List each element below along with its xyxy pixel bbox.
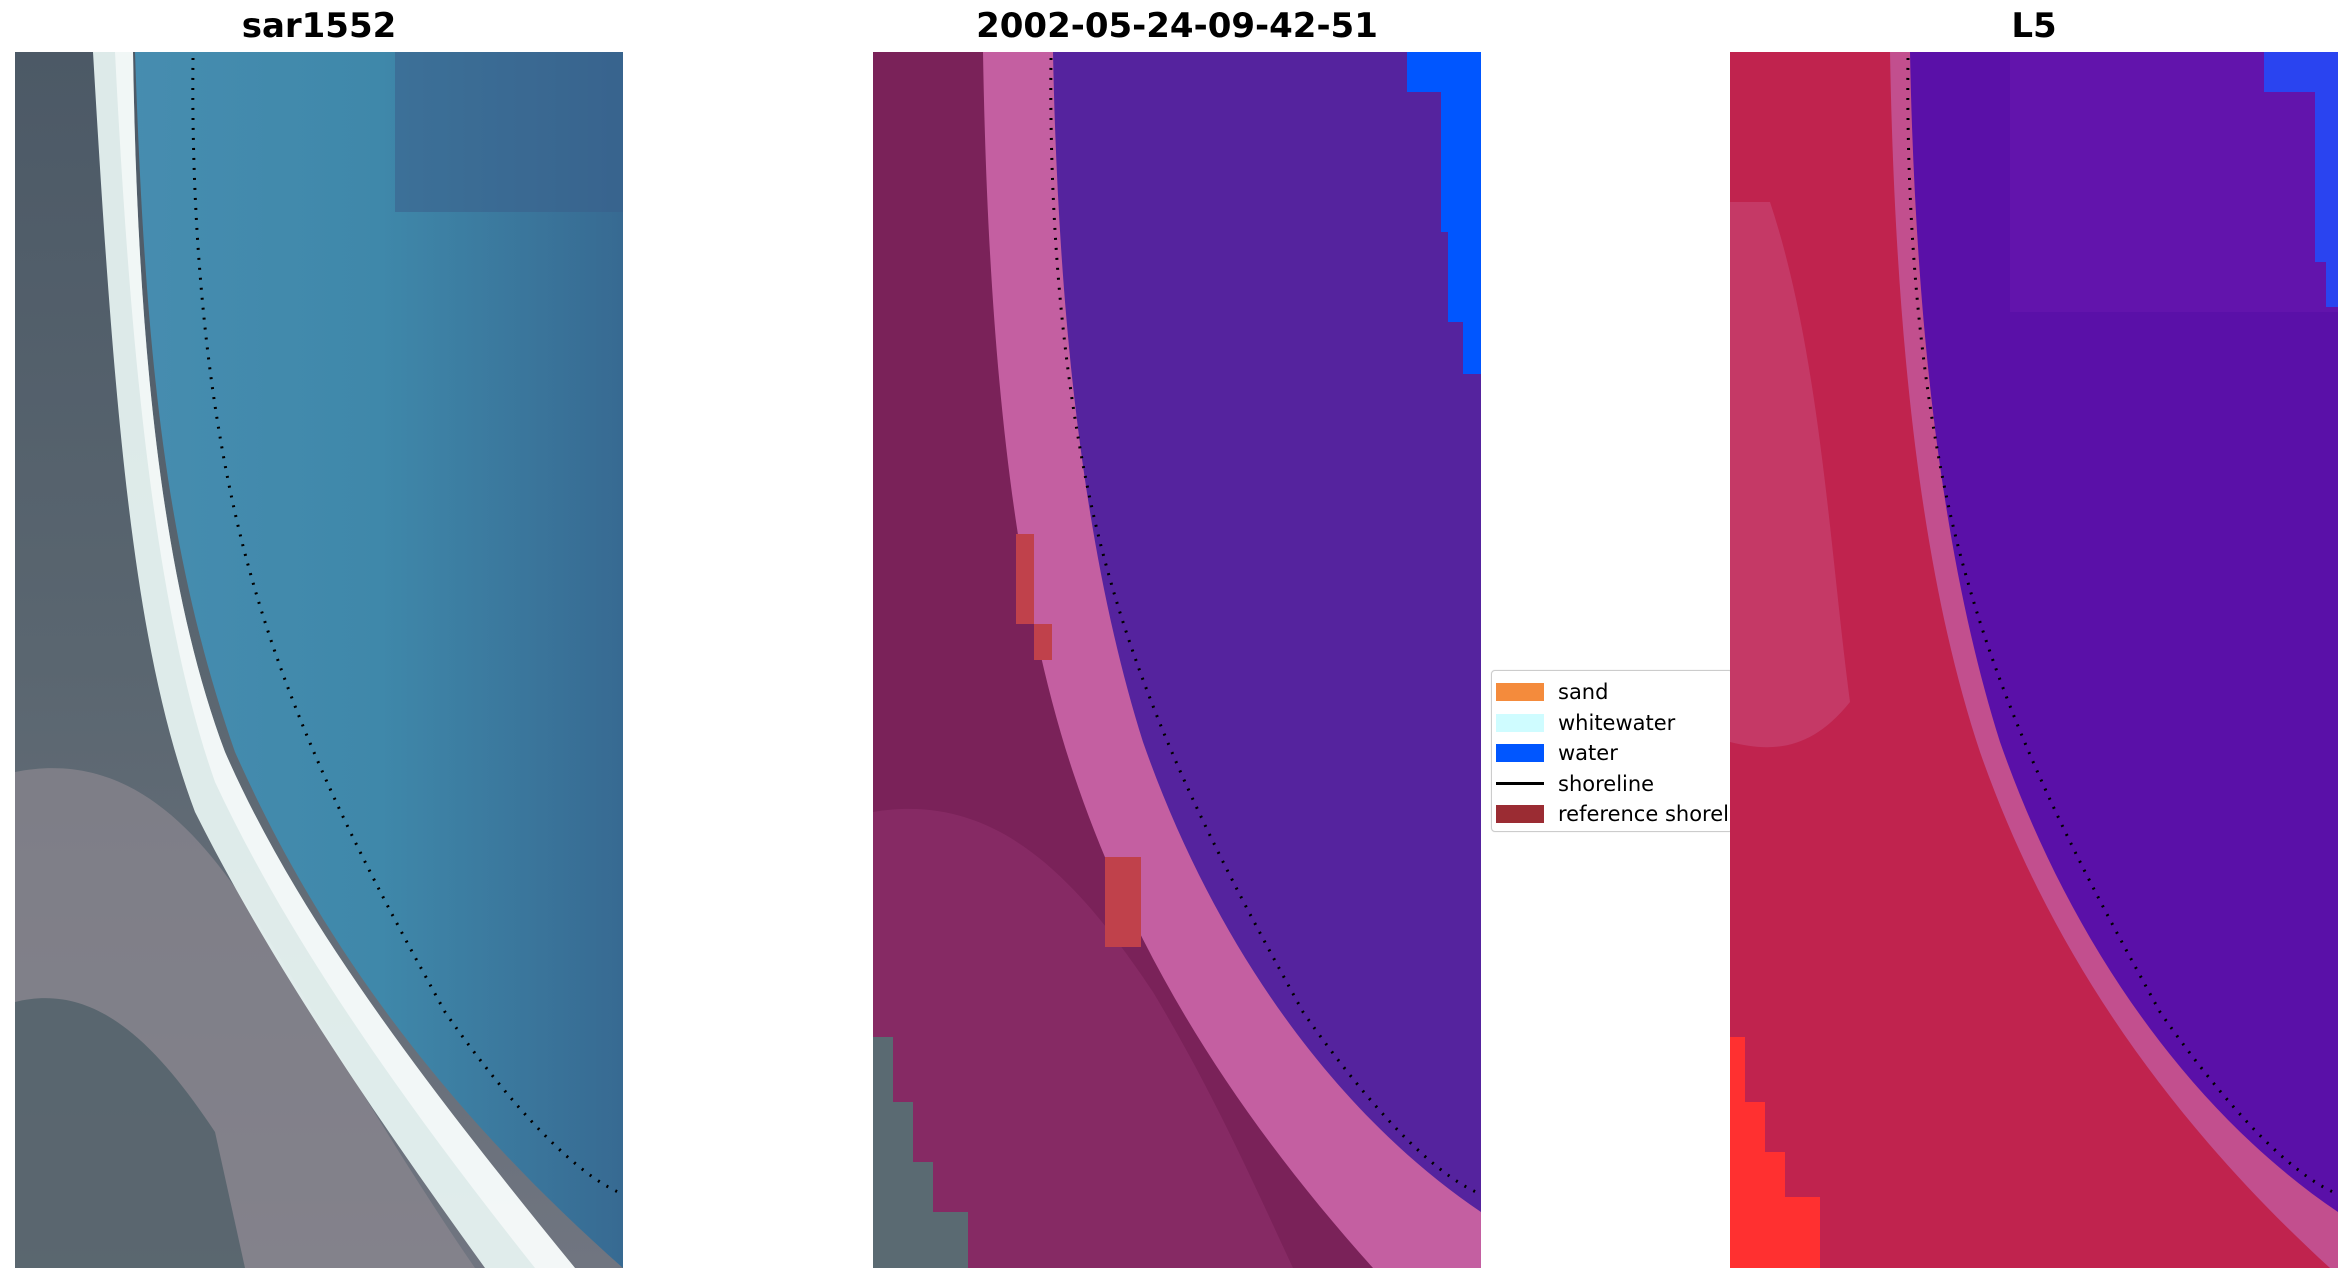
reference-shoreline-swatch	[1496, 805, 1544, 824]
legend-label: sand	[1558, 680, 1609, 705]
legend: sand whitewater water shoreline referenc…	[1491, 670, 1733, 832]
whitewater-swatch	[1496, 713, 1544, 732]
classification-panel	[873, 52, 1481, 1268]
left-panel-title: sar1552	[241, 6, 397, 46]
legend-item-whitewater: whitewater	[1492, 708, 1732, 739]
shoreline-line-swatch	[1496, 782, 1544, 786]
legend-item-sand: sand	[1492, 677, 1732, 708]
index-panel	[1730, 52, 2338, 1268]
legend-item-reference-shoreline: reference shoreline	[1492, 799, 1732, 830]
legend-item-shoreline: shoreline	[1492, 769, 1732, 800]
legend-label: water	[1558, 741, 1618, 766]
water-swatch	[1496, 744, 1544, 763]
rgb-image	[15, 52, 623, 1268]
legend-item-water: water	[1492, 738, 1732, 769]
right-panel-title: L5	[2011, 6, 2057, 46]
rgb-image-panel	[15, 52, 623, 1268]
legend-label: shoreline	[1558, 771, 1655, 796]
sand-swatch	[1496, 683, 1544, 702]
classified-image	[873, 52, 1481, 1268]
middle-panel-title: 2002-05-24-09-42-51	[976, 6, 1378, 46]
legend-label: whitewater	[1558, 710, 1676, 735]
legend-label: reference shoreline	[1558, 802, 1732, 827]
index-image	[1730, 52, 2338, 1268]
